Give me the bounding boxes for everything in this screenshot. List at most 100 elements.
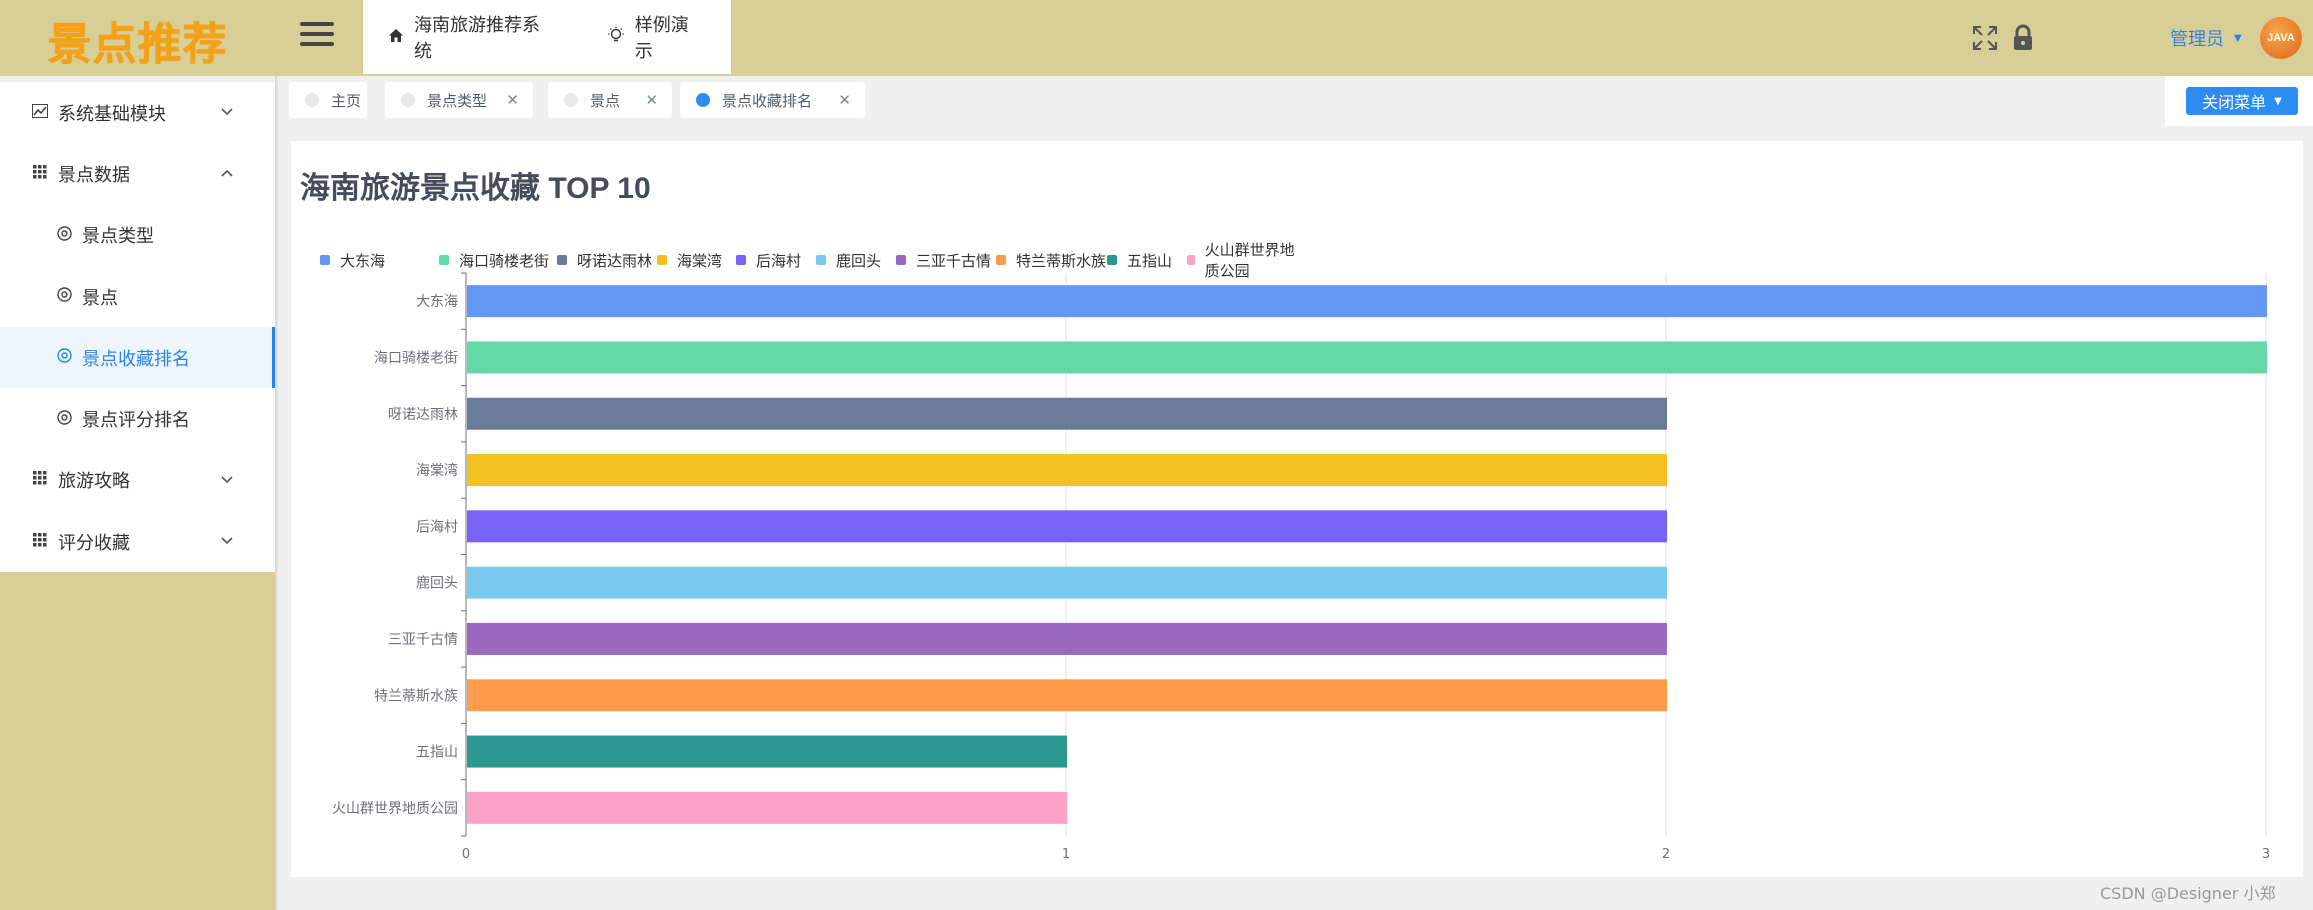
bar[interactable] xyxy=(467,679,1667,712)
legend-swatch xyxy=(1107,255,1117,265)
y-tick-label: 鹿回头 xyxy=(416,575,458,592)
lock-icon[interactable] xyxy=(2012,24,2034,52)
chart-panel: 海南旅游景点收藏 TOP 10 大东海 海口骑楼老街 呀诺达雨林 海棠湾 后海村 鹿回头三… xyxy=(291,141,2303,877)
sidebar-item-label: 景点评分排名 xyxy=(82,410,190,432)
bar[interactable] xyxy=(467,397,1667,430)
chevron-down-icon xyxy=(221,105,233,120)
bar[interactable] xyxy=(467,566,1667,599)
bar[interactable] xyxy=(467,454,1667,487)
circle-gear-icon xyxy=(54,348,74,367)
tag-dot-icon xyxy=(696,93,710,107)
legend-label: 特兰蒂斯水族 xyxy=(1016,251,1107,270)
circle-gear-icon xyxy=(54,226,74,245)
tag-bar: 主页 景点类型 ✕ 景点 ✕ 景点收藏排名 ✕ xyxy=(279,76,2313,129)
sidebar-item-travel-guide[interactable]: 旅游攻略 xyxy=(0,450,275,511)
legend-item[interactable]: 火山群世界地质公园 xyxy=(1187,239,1307,281)
watermark: CSDN @Designer 小郑 xyxy=(2100,884,2276,903)
bar[interactable] xyxy=(467,735,1067,768)
legend-swatch xyxy=(896,255,906,265)
tag-scenic-type[interactable]: 景点类型 ✕ xyxy=(385,82,533,118)
user-menu[interactable]: 管理员 ▼ xyxy=(2170,25,2242,51)
close-menu-label: 关闭菜单 xyxy=(2202,93,2267,112)
y-tick-label: 呀诺达雨林 xyxy=(388,407,458,423)
avatar[interactable]: JAVA xyxy=(2260,17,2302,59)
sidebar-shadow xyxy=(275,76,279,910)
sidebar-item-label: 评分收藏 xyxy=(58,532,130,554)
sidebar-item-scenic-type[interactable]: 景点类型 xyxy=(0,205,275,266)
x-tick-label: 0 xyxy=(462,847,470,862)
legend-label: 大东海 xyxy=(340,251,386,270)
sidebar-item-label: 系统基础模块 xyxy=(58,103,166,125)
chart-legend: 大东海 海口骑楼老街 呀诺达雨林 海棠湾 后海村 鹿回头 三亚千古情 特兰蒂斯水族 五指山 火山群… xyxy=(320,239,1307,281)
legend-label: 鹿回头 xyxy=(836,251,882,270)
sidebar-item-system[interactable]: 系统基础模块 xyxy=(0,82,275,143)
tag-scenic[interactable]: 景点 ✕ xyxy=(548,82,672,118)
close-menu-button[interactable]: 关闭菜单 ▼ xyxy=(2186,87,2298,115)
sidebar-item-rating-favorite[interactable]: 评分收藏 xyxy=(0,511,275,572)
chart-title: 海南旅游景点收藏 TOP 10 xyxy=(300,172,651,205)
sidebar-item-scenic-data[interactable]: 景点数据 xyxy=(0,143,275,204)
sidebar-item-label: 景点 xyxy=(82,287,118,309)
header-tab-demo[interactable]: 样例演示 xyxy=(582,0,731,74)
tag-home[interactable]: 主页 xyxy=(289,82,367,118)
tag-dot-icon xyxy=(305,93,319,107)
header-tab-label: 样例演示 xyxy=(634,15,689,62)
chevron-up-icon xyxy=(221,166,233,181)
legend-label: 五指山 xyxy=(1127,251,1173,270)
legend-swatch xyxy=(1187,255,1195,265)
grid-icon xyxy=(30,164,50,183)
y-tick-label: 五指山 xyxy=(416,745,458,761)
legend-label: 后海村 xyxy=(756,251,802,270)
legend-item[interactable]: 鹿回头 xyxy=(816,250,896,271)
x-tick-label: 2 xyxy=(1662,847,1670,862)
close-icon[interactable]: ✕ xyxy=(506,91,519,109)
bar[interactable] xyxy=(467,341,2267,374)
legend-label: 火山群世界地质公园 xyxy=(1204,241,1295,280)
sidebar-item-scenic[interactable]: 景点 xyxy=(0,266,275,327)
header-tabs: 海南旅游推荐系统 样例演示 xyxy=(363,0,731,74)
sidebar-item-label: 景点收藏排名 xyxy=(82,348,190,370)
chevron-down-icon xyxy=(221,473,233,488)
legend-item[interactable]: 海口骑楼老街 xyxy=(439,250,557,271)
legend-item[interactable]: 特兰蒂斯水族 xyxy=(996,250,1107,271)
fullscreen-icon[interactable] xyxy=(1972,25,1998,51)
y-tick-label: 特兰蒂斯水族 xyxy=(374,688,458,704)
bar[interactable] xyxy=(467,285,2267,318)
y-tick-label: 火山群世界地质公园 xyxy=(332,801,458,817)
bar-chart: 0 1 2 3 大东海海口骑楼老街呀诺达雨林海棠湾后海村鹿回头三亚千古情特兰蒂斯水族五指… xyxy=(332,272,2270,862)
close-icon[interactable]: ✕ xyxy=(838,91,851,109)
y-tick-label: 大东海 xyxy=(416,294,458,310)
header-tab-label: 海南旅游推荐系统 xyxy=(414,15,540,62)
close-icon[interactable]: ✕ xyxy=(645,91,658,109)
x-tick-label: 1 xyxy=(1062,847,1070,862)
sidebar-item-favorite-ranking[interactable]: 景点收藏排名 xyxy=(0,327,275,389)
legend-item[interactable]: 大东海 xyxy=(320,250,439,271)
top-header: 景点推荐 海南旅游推荐系统 样例演示 管理员 ▼ JAVA xyxy=(0,0,2313,76)
legend-swatch xyxy=(439,255,449,265)
tag-label: 景点收藏排名 xyxy=(722,91,813,110)
sidebar-item-rating-ranking[interactable]: 景点评分排名 xyxy=(0,388,275,449)
home-icon xyxy=(388,27,404,48)
legend-item[interactable]: 三亚千古情 xyxy=(896,250,996,271)
caret-down-icon: ▼ xyxy=(2274,95,2282,107)
legend-item[interactable]: 后海村 xyxy=(736,250,816,271)
legend-item[interactable]: 海棠湾 xyxy=(657,250,736,271)
bar[interactable] xyxy=(467,791,1067,824)
menu-toggle-button[interactable] xyxy=(300,22,334,54)
legend-item[interactable]: 呀诺达雨林 xyxy=(557,250,657,271)
legend-item[interactable]: 五指山 xyxy=(1107,250,1187,271)
header-tab-home[interactable]: 海南旅游推荐系统 xyxy=(363,0,582,74)
sidebar-item-label: 旅游攻略 xyxy=(58,471,130,493)
y-tick-label: 后海村 xyxy=(416,519,458,535)
logo[interactable]: 景点推荐 xyxy=(0,0,275,80)
legend-swatch xyxy=(557,255,567,265)
legend-swatch xyxy=(816,255,826,265)
legend-label: 海口骑楼老街 xyxy=(459,251,550,270)
x-tick-label: 3 xyxy=(2262,847,2270,862)
sidebar-item-label: 景点类型 xyxy=(82,226,154,248)
tag-favorite-ranking[interactable]: 景点收藏排名 ✕ xyxy=(680,82,865,118)
legend-label: 三亚千古情 xyxy=(916,251,992,270)
bar[interactable] xyxy=(467,622,1667,655)
user-name: 管理员 xyxy=(2170,29,2224,50)
bar[interactable] xyxy=(467,510,1667,543)
